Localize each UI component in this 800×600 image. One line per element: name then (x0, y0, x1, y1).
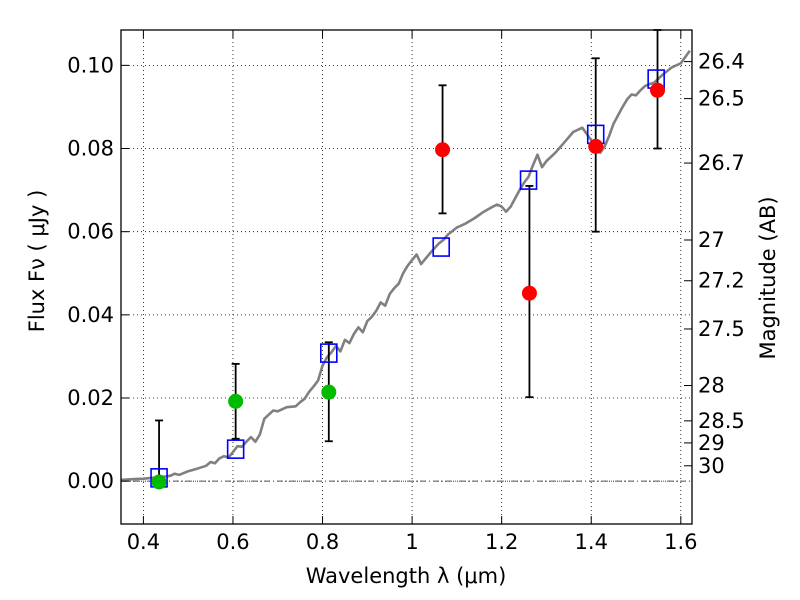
y-tick-label: 0.08 (67, 137, 114, 161)
x-axis-ticks: 0.4 0.6 0.8 1 1.2 1.4 1.6 (127, 30, 698, 554)
y-axis-label: Flux Fν ( μJy ) (25, 190, 49, 333)
magnitude-tick-label: 27.5 (698, 317, 745, 341)
open-square-marker (519, 170, 538, 190)
magnitude-tick-label: 26.7 (698, 151, 745, 175)
x-axis-label: Wavelength λ (μm) (306, 564, 507, 588)
x-tick-label: 1 (405, 530, 418, 554)
grid (121, 30, 692, 524)
magnitude-axis-label: Magnitude (AB) (756, 196, 780, 359)
magnitude-tick-label: 27.2 (698, 269, 745, 293)
model-spectrum-line (120, 50, 691, 482)
circle-marker (321, 384, 337, 400)
x-tick-label: 0.8 (306, 530, 339, 554)
open-square-marker (319, 343, 338, 363)
magnitude-tick-label: 29 (698, 431, 725, 455)
magnitude-tick-label: 26.4 (698, 50, 745, 74)
open-square-marker (226, 439, 245, 459)
magnitude-tick-label: 30 (698, 454, 725, 478)
magnitude-tick-label: 27 (698, 228, 725, 252)
x-tick-label: 0.6 (216, 530, 249, 554)
x-tick-label: 1.2 (485, 530, 518, 554)
y-tick-label: 0.02 (67, 386, 114, 410)
circle-marker (650, 82, 666, 98)
magnitude-tick-label: 28 (698, 374, 725, 398)
circle-marker (588, 138, 604, 154)
magnitude-tick-label: 26.5 (698, 87, 745, 111)
x-tick-label: 1.4 (575, 530, 608, 554)
x-tick-label: 0.4 (127, 530, 160, 554)
markers (150, 69, 666, 490)
plot-frame (120, 29, 693, 525)
circle-marker (521, 285, 537, 301)
circle-marker (228, 393, 244, 409)
y-tick-label: 0.00 (67, 469, 114, 493)
y-tick-label: 0.04 (67, 303, 114, 327)
y-tick-label: 0.06 (67, 220, 114, 244)
magnitude-tick-label: 28.5 (698, 409, 745, 433)
x-tick-label: 1.6 (664, 530, 697, 554)
circle-marker (435, 142, 451, 158)
open-square-marker (432, 237, 451, 257)
error-bars (155, 29, 662, 488)
model-spectrum (120, 50, 691, 482)
y-tick-label: 0.10 (67, 53, 114, 77)
y-axis-ticks: 0.00 0.02 0.04 0.06 0.08 0.10 (67, 53, 129, 493)
circle-marker (151, 474, 167, 490)
